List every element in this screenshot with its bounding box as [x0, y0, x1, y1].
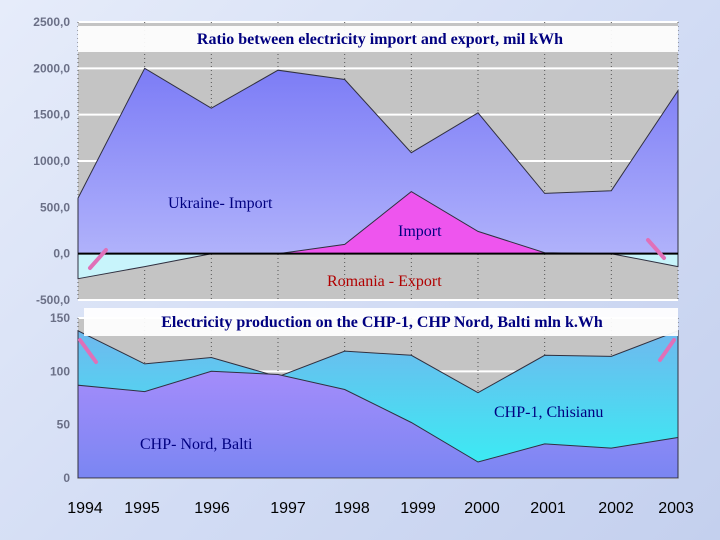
arrow-bottom-right — [658, 338, 676, 362]
year-label: 1996 — [194, 500, 230, 517]
x-axis-year-labels: 1994 1995 1996 1997 1998 1999 2000 2001 2002 2003 — [67, 500, 694, 517]
label-import: Import — [398, 223, 442, 240]
label-chp1-chisinau: CHP-1, Chisianu — [494, 404, 603, 421]
label-romania-export: Romania - Export — [327, 273, 442, 290]
bottom-chart-title: Electricity production on the CHP-1, CHP… — [161, 314, 603, 331]
top-y-tick-label: 1000,0 — [33, 154, 70, 168]
top-y-tick-label: 1500,0 — [33, 108, 70, 122]
top-y-tick-label: 0,0 — [53, 247, 70, 261]
label-chp-nord-balti: CHP- Nord, Balti — [140, 436, 253, 453]
series-area-ukraine-import — [77, 67, 679, 255]
top-y-tick-label: -500,0 — [36, 293, 70, 307]
bottom-y-tick-label: 0 — [63, 471, 70, 485]
bottom-panel: 150 100 50 0 Electricity production on the … — [50, 308, 679, 485]
arrow-bottom-left — [78, 338, 98, 364]
label-ukraine-import: Ukraine- Import — [168, 195, 273, 212]
top-panel: 2500,0 2000,0 1500,0 1000,0 500,0 0,0 -500,0 R… — [33, 15, 679, 307]
top-y-tick-label: 2500,0 — [33, 15, 70, 29]
year-label: 2001 — [530, 500, 566, 517]
arrow-top-left — [88, 248, 108, 270]
bottom-title-bar — [84, 308, 678, 336]
top-y-tick-label: 500,0 — [40, 200, 70, 214]
series-area-chp-nord-balti — [77, 370, 679, 479]
arrow-top-right — [646, 238, 666, 260]
bottom-y-axis-ticks: 150 100 50 0 — [50, 311, 70, 485]
year-label: 1998 — [334, 500, 370, 517]
year-label: 1997 — [270, 500, 306, 517]
top-y-axis-ticks: 2500,0 2000,0 1500,0 1000,0 500,0 0,0 -500,0 — [33, 15, 70, 307]
year-label: 2003 — [658, 500, 694, 517]
year-label: 2000 — [464, 500, 500, 517]
year-label: 2002 — [598, 500, 634, 517]
year-label: 1994 — [67, 500, 103, 517]
bottom-y-tick-label: 150 — [50, 311, 70, 325]
bottom-y-tick-label: 50 — [57, 418, 71, 432]
top-chart-title: Ratio between electricity import and exp… — [197, 31, 563, 48]
top-y-tick-label: 2000,0 — [33, 61, 70, 75]
arrow-marks — [78, 238, 676, 364]
bottom-y-tick-label: 100 — [50, 364, 70, 378]
top-title-bar — [78, 26, 678, 52]
year-label: 1995 — [124, 500, 160, 517]
year-label: 1999 — [400, 500, 436, 517]
